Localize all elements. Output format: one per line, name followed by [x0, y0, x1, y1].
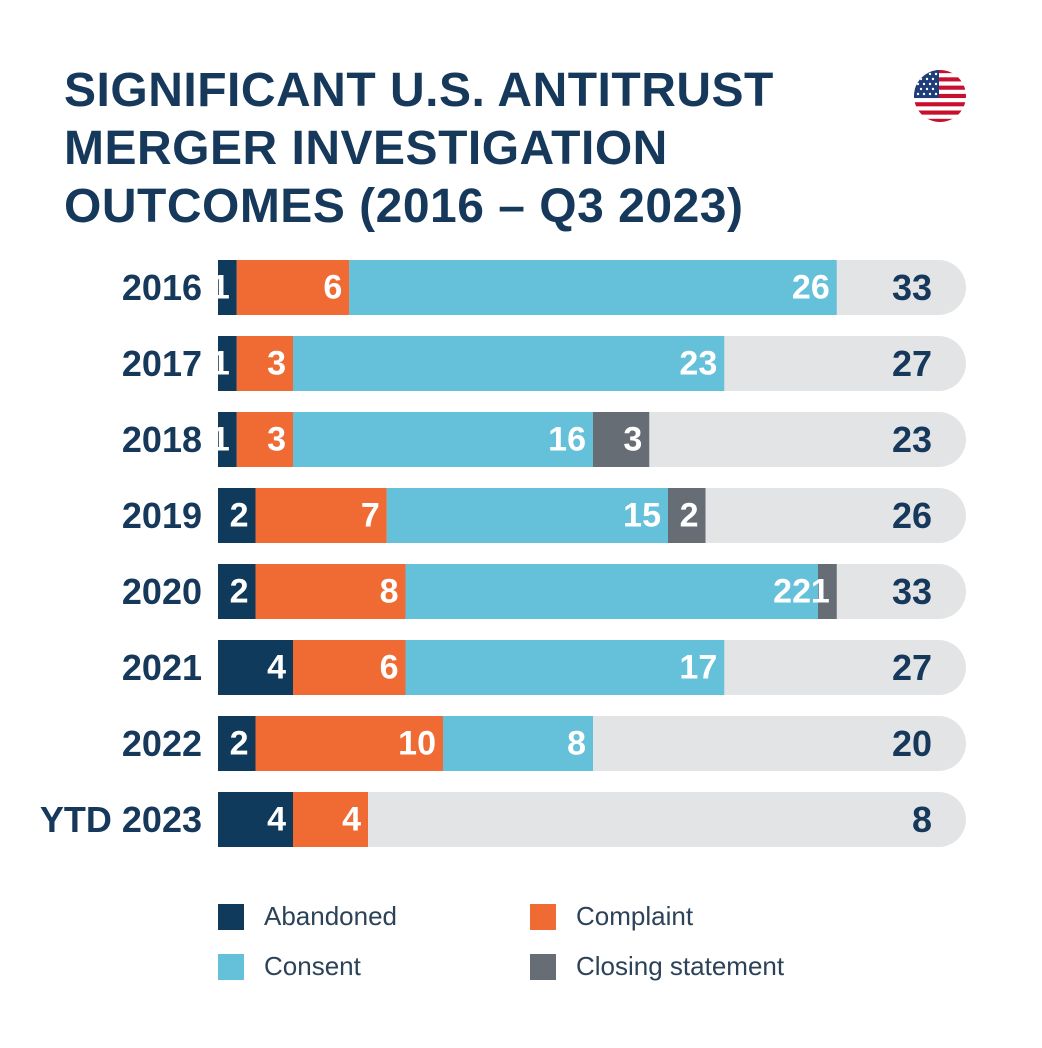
total-label: 33	[892, 267, 932, 308]
bar-segment-complaint	[255, 716, 443, 771]
bar-row: 2020 2 8 22 1 33	[122, 564, 966, 619]
category-label: 2016	[122, 267, 202, 308]
bar-row: 2017 1 3 23 27	[122, 336, 966, 391]
bar-segment-consent	[443, 716, 593, 771]
bar-segment-abandoned	[218, 412, 237, 467]
bar-segment-complaint	[236, 260, 350, 315]
total-label: 27	[892, 647, 932, 688]
legend-swatch	[530, 903, 556, 930]
data-label: 4	[267, 801, 286, 839]
category-label: YTD 2023	[40, 799, 202, 840]
bar-row: 2016 1 6 26 33	[122, 260, 966, 315]
title-line-3: OUTCOMES (2016 – Q3 2023)	[64, 180, 744, 233]
total-label: 20	[892, 723, 932, 764]
legend-item: Consent	[218, 951, 361, 982]
bar-segment-consent	[405, 640, 725, 695]
bar-segment-consent	[293, 336, 725, 391]
legend-swatch	[218, 953, 244, 980]
bar-segment-abandoned	[218, 716, 256, 771]
data-label: 1	[211, 421, 230, 459]
data-label: 1	[811, 573, 830, 611]
data-label: 6	[323, 269, 342, 307]
legend-item: Abandoned	[218, 901, 397, 932]
bar-segment-abandoned	[218, 488, 256, 543]
legend-label: Closing statement	[576, 951, 785, 981]
data-label: 2	[230, 725, 249, 763]
legend-label: Consent	[264, 951, 361, 981]
total-label: 23	[892, 419, 932, 460]
bar-segment-abandoned	[218, 640, 293, 695]
category-label: 2020	[122, 571, 202, 612]
title-line-1: SIGNIFICANT U.S. ANTITRUST	[64, 64, 774, 117]
bar-segment-abandoned	[218, 260, 237, 315]
bar-segment-abandoned	[218, 336, 237, 391]
total-label: 27	[892, 343, 932, 384]
bar-segment-complaint	[255, 488, 387, 543]
data-label: 3	[267, 345, 286, 383]
total-label: 26	[892, 495, 932, 536]
bar-row: 2022 2 10 8 20	[122, 716, 966, 771]
bar-segment-complaint	[255, 564, 406, 619]
data-label: 8	[380, 573, 399, 611]
data-label: 3	[623, 421, 642, 459]
title-line-2: MERGER INVESTIGATION	[64, 122, 668, 175]
bar-row: 2021 4 6 17 27	[122, 639, 966, 695]
bar-segment-complaint	[293, 792, 368, 847]
bar-segment-complaint	[293, 640, 406, 695]
category-label: 2022	[122, 723, 202, 764]
bar-segment-consent	[293, 412, 593, 467]
bar-segment-abandoned	[218, 792, 293, 847]
bar-row: 2018 1 3 16 3 23	[122, 412, 966, 467]
bar-row: 2019 2 7 15 2 26	[122, 488, 966, 543]
total-label: 8	[912, 799, 932, 840]
data-label: 17	[679, 649, 717, 687]
bar-segment-consent	[349, 260, 837, 315]
bar-track	[218, 792, 966, 847]
data-label: 6	[380, 649, 399, 687]
legend-swatch	[218, 903, 244, 930]
data-label: 2	[680, 497, 699, 535]
data-label: 7	[361, 497, 380, 535]
bar-segment-complaint	[236, 336, 293, 391]
category-label: 2017	[122, 343, 202, 384]
bar-segment-complaint	[236, 412, 293, 467]
bar-segment-abandoned	[218, 564, 256, 619]
data-label: 1	[211, 345, 230, 383]
data-label: 2	[230, 497, 249, 535]
category-label: 2019	[122, 495, 202, 536]
total-label: 33	[892, 571, 932, 612]
chart-title: SIGNIFICANT U.S. ANTITRUST MERGER INVEST…	[64, 62, 774, 236]
legend-item: Closing statement	[530, 951, 784, 982]
bar-segment-closing-statement	[593, 412, 650, 467]
bar-segment-consent	[405, 564, 818, 619]
data-label: 2	[230, 573, 249, 611]
data-label: 4	[267, 649, 286, 687]
data-label: 15	[623, 497, 661, 535]
us-flag-icon	[914, 70, 966, 122]
data-label: 10	[398, 725, 436, 763]
bar-segment-consent	[386, 488, 668, 543]
legend-label: Abandoned	[264, 901, 398, 931]
data-label: 1	[211, 269, 230, 307]
data-label: 8	[567, 725, 586, 763]
data-label: 22	[773, 573, 811, 611]
bar-segment-closing-statement	[818, 564, 837, 619]
category-label: 2021	[122, 647, 202, 688]
category-label: 2018	[122, 419, 202, 460]
legend-swatch	[530, 953, 556, 980]
data-label: 16	[548, 421, 586, 459]
data-label: 23	[679, 345, 717, 383]
bar-segment-closing-statement	[668, 488, 706, 543]
data-label: 4	[342, 801, 361, 839]
bar-row: YTD 2023 4 4 8	[40, 792, 966, 847]
legend-label: Complaint	[576, 901, 694, 931]
data-label: 3	[267, 421, 286, 459]
legend-item: Complaint	[530, 901, 693, 932]
data-label: 26	[792, 269, 830, 307]
